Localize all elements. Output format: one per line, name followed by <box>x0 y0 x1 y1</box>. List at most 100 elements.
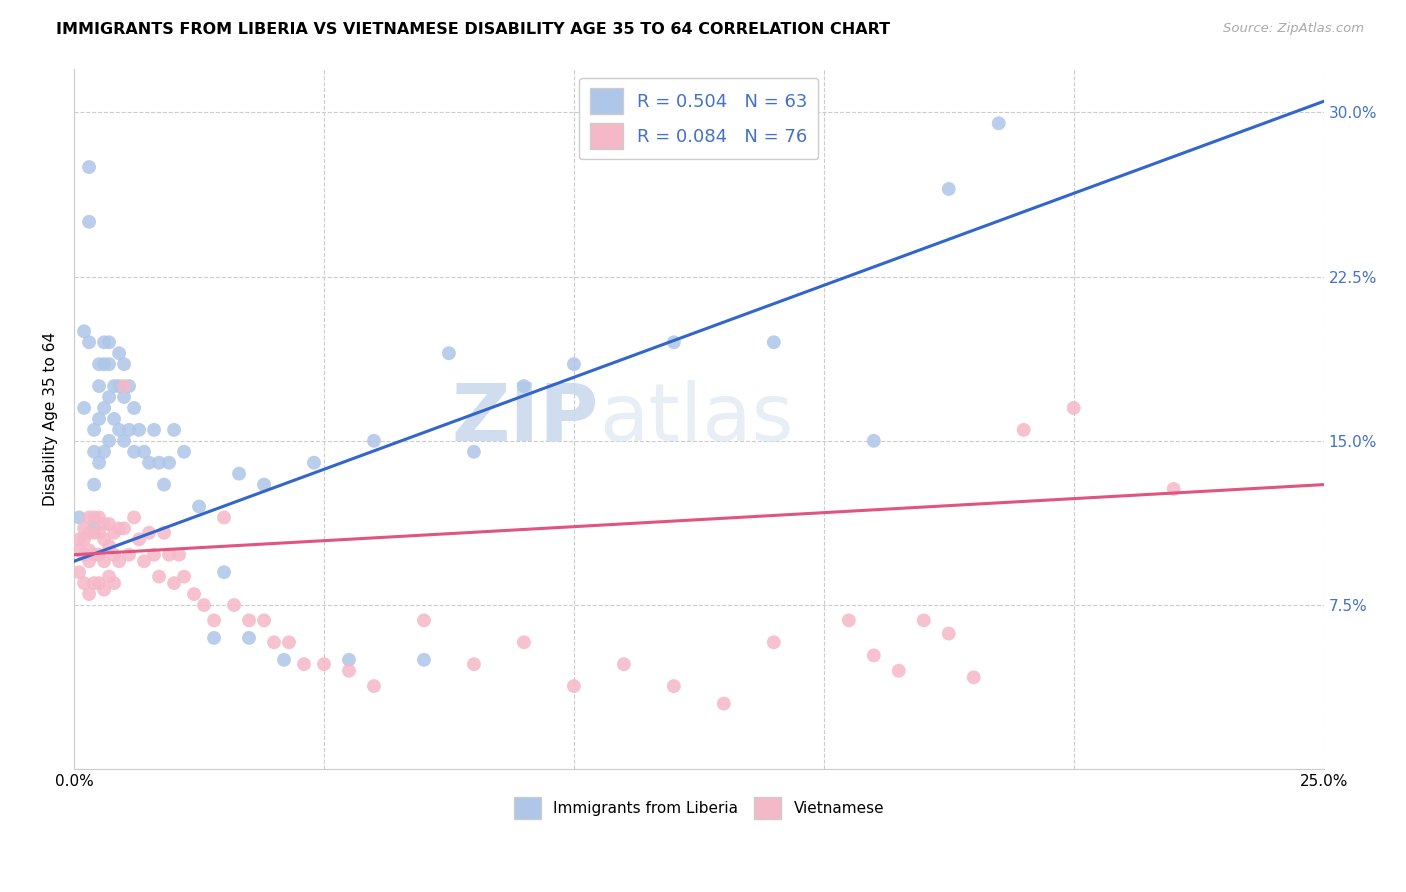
Point <box>93 401 115 415</box>
Point <box>77 160 100 174</box>
Point <box>93 444 115 458</box>
Point <box>513 635 536 649</box>
Text: Source: ZipAtlas.com: Source: ZipAtlas.com <box>1223 22 1364 36</box>
Point <box>87 576 110 591</box>
Point <box>118 379 141 393</box>
Point <box>77 525 100 540</box>
Point <box>67 510 90 524</box>
Point <box>912 614 935 628</box>
Point <box>193 598 215 612</box>
Point <box>73 533 96 547</box>
Point <box>938 182 960 196</box>
Point <box>103 576 125 591</box>
Point <box>862 648 884 663</box>
Point <box>93 335 115 350</box>
Point <box>87 456 110 470</box>
Point <box>463 657 485 672</box>
Text: ZIP: ZIP <box>451 380 599 458</box>
Point <box>713 697 735 711</box>
Point <box>337 653 360 667</box>
Point <box>98 434 121 448</box>
Point <box>67 533 90 547</box>
Point <box>83 423 105 437</box>
Point <box>73 401 96 415</box>
Point <box>108 379 131 393</box>
Point <box>83 510 105 524</box>
Point <box>238 614 260 628</box>
Point <box>253 614 276 628</box>
Point <box>143 423 166 437</box>
Point <box>83 521 105 535</box>
Point <box>112 357 135 371</box>
Text: IMMIGRANTS FROM LIBERIA VS VIETNAMESE DISABILITY AGE 35 TO 64 CORRELATION CHART: IMMIGRANTS FROM LIBERIA VS VIETNAMESE DI… <box>56 22 890 37</box>
Point <box>273 653 295 667</box>
Point <box>128 533 150 547</box>
Point <box>887 664 910 678</box>
Point <box>83 525 105 540</box>
Point <box>77 335 100 350</box>
Point <box>222 598 245 612</box>
Point <box>108 554 131 568</box>
Point <box>862 434 884 448</box>
Point <box>77 215 100 229</box>
Point <box>122 401 145 415</box>
Point <box>118 548 141 562</box>
Point <box>613 657 636 672</box>
Point <box>413 614 436 628</box>
Point <box>212 565 235 579</box>
Point <box>103 412 125 426</box>
Point <box>128 423 150 437</box>
Point <box>87 525 110 540</box>
Point <box>87 379 110 393</box>
Point <box>173 444 195 458</box>
Point <box>98 357 121 371</box>
Point <box>98 390 121 404</box>
Point <box>77 510 100 524</box>
Point <box>1012 423 1035 437</box>
Point <box>93 533 115 547</box>
Point <box>1063 401 1085 415</box>
Point <box>838 614 860 628</box>
Point <box>163 576 186 591</box>
Point <box>73 324 96 338</box>
Point <box>138 456 160 470</box>
Point <box>93 554 115 568</box>
Point <box>83 477 105 491</box>
Point <box>188 500 211 514</box>
Point <box>108 521 131 535</box>
Point <box>278 635 301 649</box>
Y-axis label: Disability Age 35 to 64: Disability Age 35 to 64 <box>44 332 58 506</box>
Point <box>413 653 436 667</box>
Point <box>1163 482 1185 496</box>
Point <box>363 434 385 448</box>
Point <box>938 626 960 640</box>
Point <box>98 569 121 583</box>
Point <box>987 116 1010 130</box>
Point <box>292 657 315 672</box>
Point <box>762 635 785 649</box>
Point <box>153 525 176 540</box>
Point <box>83 548 105 562</box>
Point <box>148 569 170 583</box>
Point <box>98 516 121 531</box>
Point <box>112 434 135 448</box>
Point <box>337 664 360 678</box>
Point <box>963 670 986 684</box>
Point <box>167 548 190 562</box>
Point <box>67 543 90 558</box>
Point <box>148 456 170 470</box>
Point <box>77 543 100 558</box>
Point <box>87 510 110 524</box>
Point <box>302 456 325 470</box>
Point <box>363 679 385 693</box>
Point <box>108 423 131 437</box>
Point <box>157 456 180 470</box>
Point <box>93 357 115 371</box>
Point <box>83 576 105 591</box>
Point <box>108 346 131 360</box>
Point <box>163 423 186 437</box>
Point <box>153 477 176 491</box>
Point <box>112 379 135 393</box>
Point <box>98 539 121 553</box>
Point <box>562 679 585 693</box>
